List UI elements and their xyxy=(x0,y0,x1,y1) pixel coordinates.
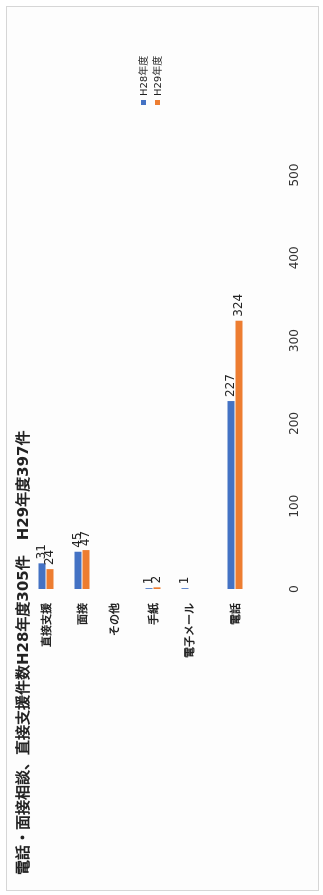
value-label: 324 xyxy=(231,294,245,317)
value-label: 47 xyxy=(78,531,92,546)
value-label: 1 xyxy=(141,577,155,585)
legend: H28年度 H29年度 xyxy=(137,56,164,105)
x-tick-label: 400 xyxy=(287,246,301,269)
legend-swatch xyxy=(141,100,146,105)
category-label: 手紙 xyxy=(146,603,160,625)
bar xyxy=(153,587,161,589)
value-label: 227 xyxy=(223,374,237,397)
bars xyxy=(38,320,243,589)
bar xyxy=(227,401,235,589)
value-label: 45 xyxy=(70,532,84,547)
value-label: 1 xyxy=(177,577,191,585)
category-label: 直接支援 xyxy=(39,602,53,647)
x-tick-label: 500 xyxy=(287,164,301,187)
bar xyxy=(145,588,153,589)
chart-title: 電話・面接相談、直接支援件数H28年度305件 H29年度397件 xyxy=(14,431,32,875)
bar xyxy=(38,563,46,589)
x-tick-label: 200 xyxy=(287,412,301,435)
x-tick-label: 300 xyxy=(287,329,301,352)
category-labels: 直接支援 面接 その他 手紙 電子メール 電話 xyxy=(39,602,242,658)
bar xyxy=(74,551,82,589)
legend-label: H28年度 xyxy=(137,56,150,96)
scanned-page xyxy=(6,6,319,891)
value-label: 31 xyxy=(34,544,48,559)
category-label: 電話 xyxy=(228,603,242,625)
x-axis-ticks: 0 100 200 300 400 500 xyxy=(287,164,301,593)
x-tick-label: 0 xyxy=(287,585,301,593)
value-label: 24 xyxy=(42,550,56,565)
category-label: その他 xyxy=(107,603,121,636)
category-label: 電子メール xyxy=(183,603,196,658)
category-label: 面接 xyxy=(75,603,89,625)
bar xyxy=(46,569,54,589)
bar xyxy=(82,550,90,589)
x-tick-label: 100 xyxy=(287,495,301,518)
legend-swatch xyxy=(155,100,160,105)
value-label: 2 xyxy=(149,576,163,584)
value-labels: 31 45 1 1 227 24 47 2 324 xyxy=(34,294,245,584)
bar xyxy=(235,320,243,589)
legend-label: H29年度 xyxy=(151,56,164,96)
bar xyxy=(181,588,189,589)
